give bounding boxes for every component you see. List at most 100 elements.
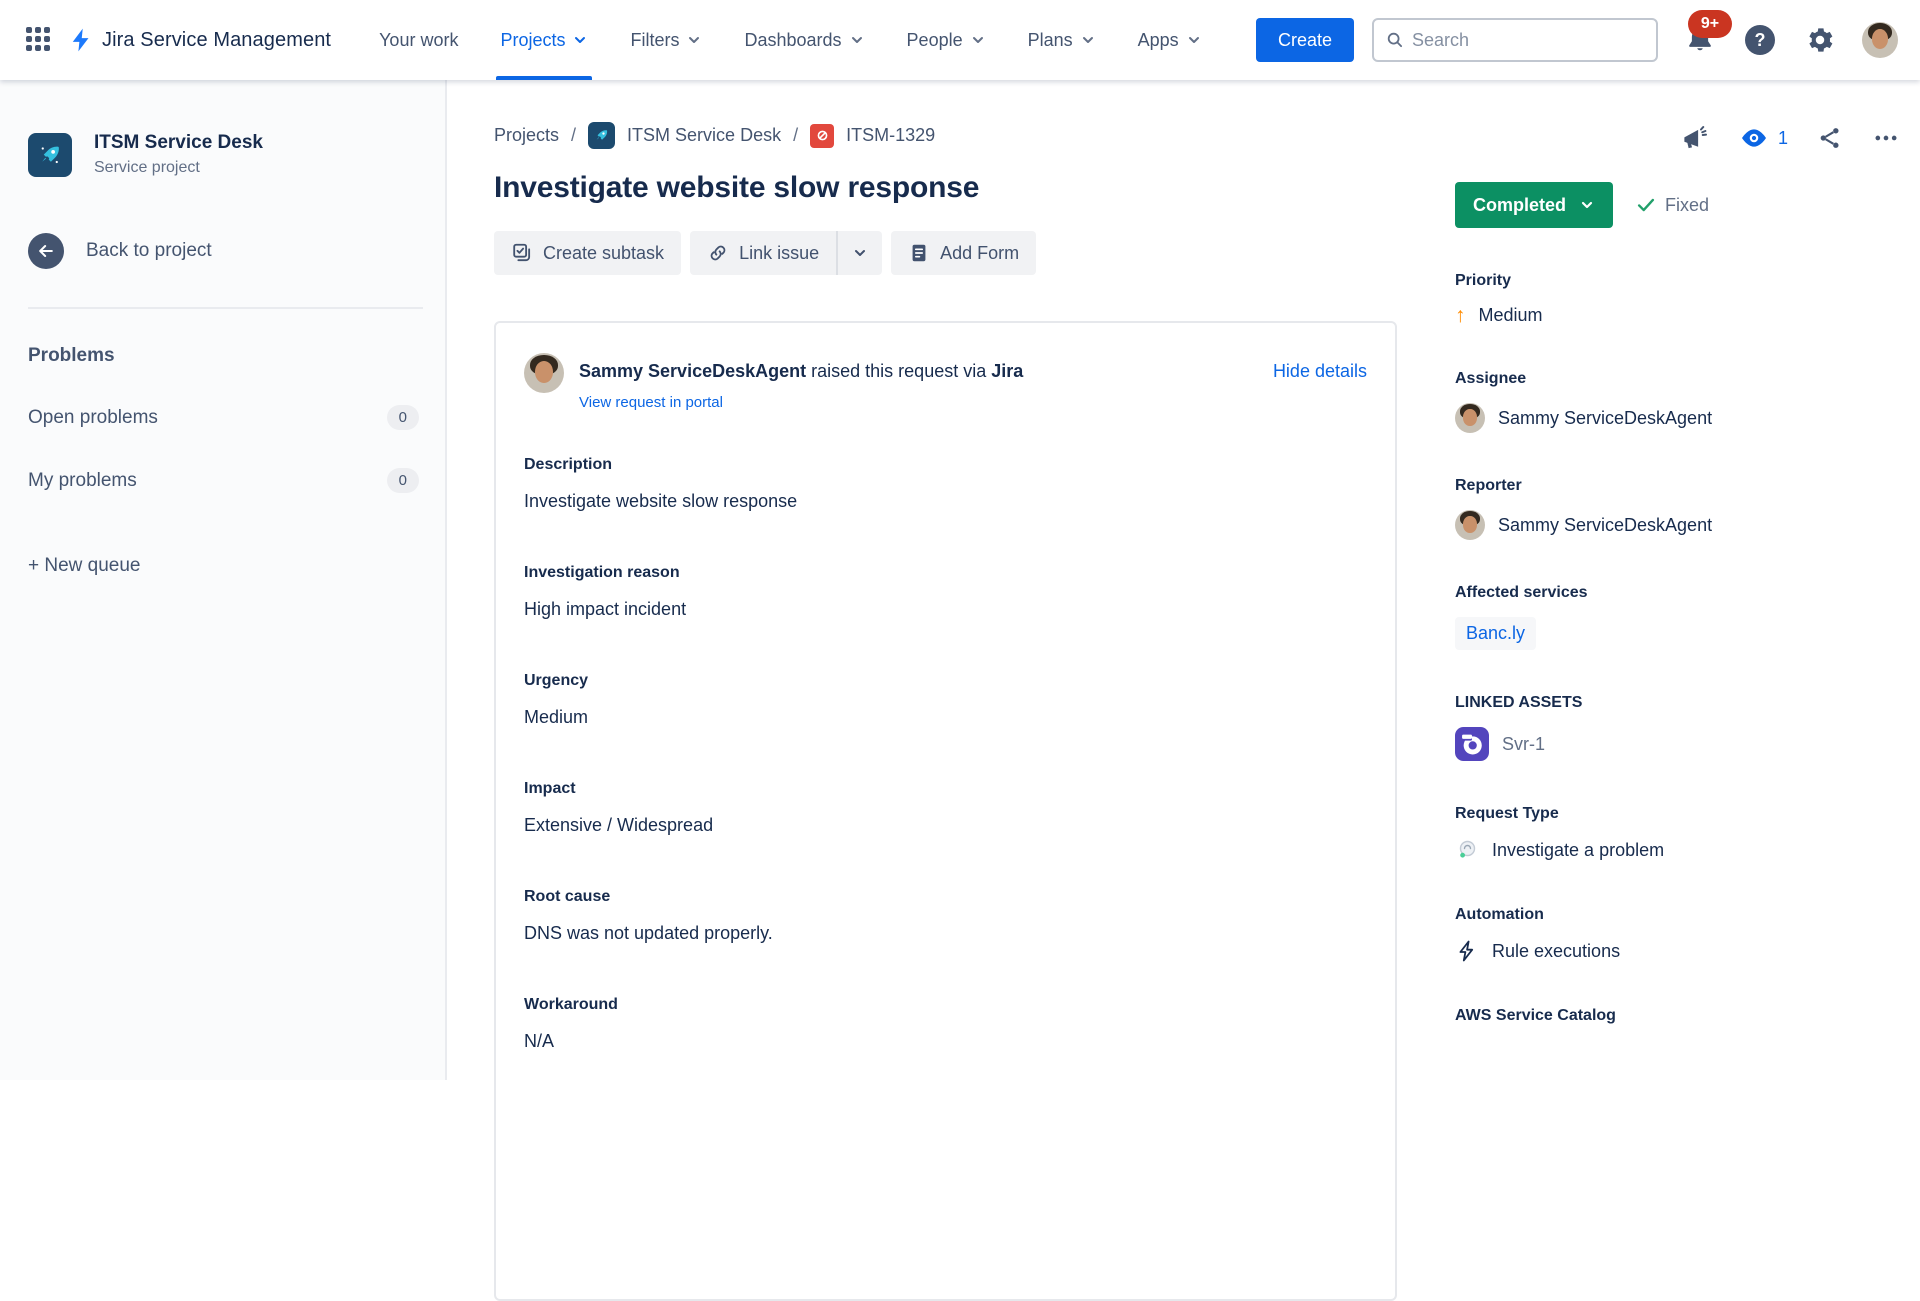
notifications-button[interactable]: 9+ [1682, 22, 1718, 58]
breadcrumb-projects[interactable]: Projects [494, 125, 559, 146]
request-header: Sammy ServiceDeskAgent raised this reque… [524, 353, 1367, 412]
linked-assets-label: LINKED ASSETS [1455, 694, 1900, 712]
field-value-description[interactable]: Investigate website slow response [524, 491, 1367, 512]
help-button[interactable]: ? [1742, 22, 1778, 58]
project-name: ITSM Service Desk [94, 132, 263, 154]
problem-issue-type-icon [810, 124, 834, 148]
field-label-investigation-reason: Investigation reason [524, 564, 1367, 582]
subtask-icon [511, 242, 533, 264]
share-button[interactable] [1816, 124, 1844, 152]
chevron-down-icon [1080, 32, 1096, 48]
chevron-down-icon [572, 32, 588, 48]
top-navbar: Jira Service Management Your work Projec… [0, 0, 1920, 80]
assignee-avatar [1455, 403, 1485, 433]
status-dropdown[interactable]: Completed [1455, 182, 1613, 228]
priority-value[interactable]: ↑ Medium [1455, 305, 1900, 326]
watch-button[interactable]: 1 [1738, 122, 1788, 154]
field-value-impact[interactable]: Extensive / Widespread [524, 815, 1367, 836]
queues-section-title: Problems [28, 345, 419, 367]
eye-icon [1738, 122, 1770, 154]
chevron-down-icon [852, 245, 868, 261]
nav-people[interactable]: People [893, 0, 1000, 80]
resolution-badge: Fixed [1635, 194, 1709, 216]
reporter-avatar [1455, 510, 1485, 540]
request-channel: Jira [991, 361, 1023, 381]
jira-bolt-icon [68, 27, 94, 53]
issue-toolbar: 1 [1455, 120, 1900, 156]
affected-services-label: Affected services [1455, 584, 1900, 602]
assignee-value[interactable]: Sammy ServiceDeskAgent [1455, 403, 1900, 433]
breadcrumb-project[interactable]: ITSM Service Desk [627, 125, 781, 146]
hide-details-link[interactable]: Hide details [1273, 353, 1367, 382]
app-logo[interactable]: Jira Service Management [68, 27, 331, 53]
more-actions-button[interactable] [1872, 124, 1900, 152]
chevron-down-icon [1186, 32, 1202, 48]
view-request-in-portal-link[interactable]: View request in portal [579, 394, 723, 411]
link-issue-more-button[interactable] [836, 231, 882, 275]
back-arrow-icon [28, 233, 64, 269]
chevron-down-icon [970, 32, 986, 48]
sidebar-divider [28, 307, 423, 309]
automation-label: Automation [1455, 906, 1900, 924]
user-avatar [1862, 22, 1898, 58]
rocket-icon [35, 140, 65, 170]
request-type-label: Request Type [1455, 805, 1900, 823]
search-box[interactable] [1372, 18, 1658, 62]
sidebar-item-my-problems[interactable]: My problems 0 [28, 468, 419, 493]
field-label-root-cause: Root cause [524, 888, 1367, 906]
assignee-label: Assignee [1455, 370, 1900, 388]
nav-filters[interactable]: Filters [616, 0, 716, 80]
link-issue-button[interactable]: Link issue [690, 231, 836, 275]
breadcrumb-issue-key[interactable]: ITSM-1329 [846, 125, 935, 146]
field-value-urgency[interactable]: Medium [524, 707, 1367, 728]
create-button[interactable]: Create [1256, 18, 1354, 62]
breadcrumb: Projects / ITSM Service Desk / ITSM-1329 [494, 122, 1397, 149]
project-header: ITSM Service Desk Service project [28, 132, 419, 177]
project-sidebar: ITSM Service Desk Service project Back t… [0, 80, 447, 1080]
new-queue-button[interactable]: + New queue [28, 555, 419, 577]
nav-apps[interactable]: Apps [1124, 0, 1216, 80]
queue-count-badge: 0 [387, 468, 419, 493]
nav-icon-group: 9+ ? [1682, 22, 1898, 58]
request-details-card: Sammy ServiceDeskAgent raised this reque… [494, 321, 1397, 1301]
nav-plans[interactable]: Plans [1014, 0, 1110, 80]
nav-dashboards[interactable]: Dashboards [730, 0, 878, 80]
gear-icon [1805, 25, 1835, 55]
primary-nav: Your work Projects Filters Dashboards Pe… [365, 0, 1216, 80]
chevron-down-icon [1579, 197, 1595, 213]
reporter-value[interactable]: Sammy ServiceDeskAgent [1455, 510, 1900, 540]
field-value-root-cause[interactable]: DNS was not updated properly. [524, 923, 1367, 944]
feedback-button[interactable] [1680, 123, 1710, 153]
affected-service-link[interactable]: Banc.ly [1455, 617, 1536, 650]
issue-view: Projects / ITSM Service Desk / ITSM-1329… [447, 80, 1920, 1080]
app-title: Jira Service Management [102, 29, 331, 52]
back-label: Back to project [86, 240, 212, 262]
status-row: Completed Fixed [1455, 182, 1900, 228]
create-subtask-button[interactable]: Create subtask [494, 231, 681, 275]
field-label-workaround: Workaround [524, 996, 1367, 1014]
nav-your-work[interactable]: Your work [365, 0, 472, 80]
check-icon [1635, 194, 1657, 216]
megaphone-icon [1680, 123, 1710, 153]
field-value-workaround[interactable]: N/A [524, 1031, 1367, 1052]
rule-executions-link[interactable]: Rule executions [1455, 939, 1900, 963]
investigate-request-type-icon [1455, 838, 1479, 862]
requester-name: Sammy ServiceDeskAgent [579, 361, 806, 381]
add-form-button[interactable]: Add Form [891, 231, 1036, 275]
sidebar-item-open-problems[interactable]: Open problems 0 [28, 405, 419, 430]
request-type-value[interactable]: Investigate a problem [1455, 838, 1900, 862]
field-value-investigation-reason[interactable]: High impact incident [524, 599, 1367, 620]
asset-name: Svr-1 [1502, 734, 1545, 755]
linked-asset-item[interactable]: Svr-1 [1455, 727, 1900, 761]
app-switcher-icon[interactable] [26, 27, 52, 53]
back-to-project[interactable]: Back to project [28, 233, 419, 269]
user-menu-button[interactable] [1862, 22, 1898, 58]
nav-projects[interactable]: Projects [486, 0, 602, 80]
issue-title[interactable]: Investigate website slow response [494, 171, 1397, 205]
search-input[interactable] [1412, 30, 1644, 51]
search-icon [1386, 30, 1404, 50]
issue-main-column: Projects / ITSM Service Desk / ITSM-1329… [494, 80, 1397, 1080]
field-label-description: Description [524, 456, 1367, 474]
settings-button[interactable] [1802, 22, 1838, 58]
chevron-down-icon [686, 32, 702, 48]
